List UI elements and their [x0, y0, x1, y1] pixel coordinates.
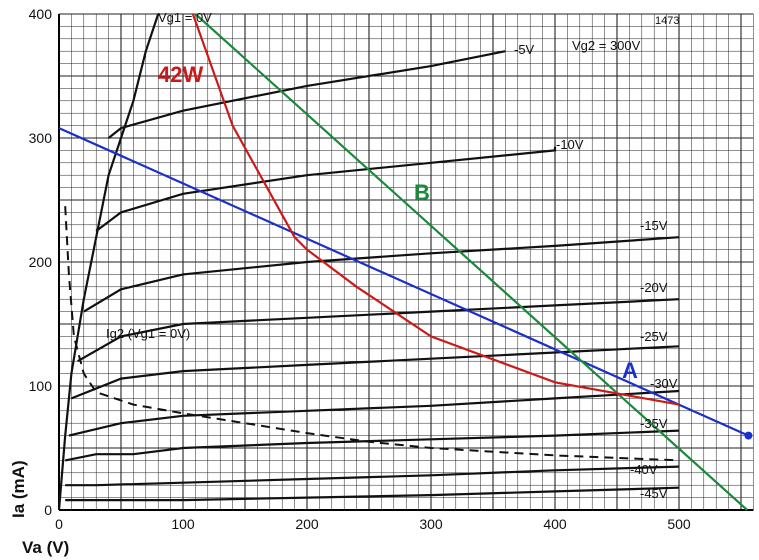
screen-current-label: Ig2 (Vg1 = 0V) [106, 326, 190, 341]
grid-curve [83, 236, 680, 313]
load-line-endpoint [744, 431, 753, 440]
x-tick-label: 100 [171, 516, 195, 532]
curve-label: -45V [640, 486, 668, 501]
load-line-b [194, 13, 748, 511]
screen-voltage-label: Vg2 = 300V [572, 38, 641, 53]
curve-label: -5V [514, 42, 535, 57]
curve-label: -25V [640, 329, 668, 344]
grid-curve [70, 345, 680, 400]
load-line-42w [191, 13, 680, 406]
y-tick-label: 0 [44, 502, 52, 518]
load-line-label: B [414, 180, 430, 205]
characteristic-curves [57, 13, 680, 511]
x-tick-label: 200 [295, 516, 319, 532]
y-tick-label: 100 [29, 378, 53, 394]
grid-curve [65, 465, 680, 487]
x-tick-label: 300 [419, 516, 443, 532]
y-axis-title: Ia (mA) [9, 460, 28, 518]
load-line-label: A [622, 358, 638, 383]
curve-label: -20V [640, 280, 668, 295]
labels: 1473 Vg2 = 300V Vg1 = 0V -5V -10V -15V -20V -25… [106, 10, 679, 501]
grid-curve [57, 13, 160, 511]
curve-label: -30V [650, 376, 678, 391]
y-tick-label: 300 [29, 130, 53, 146]
curve-label: -10V [556, 137, 584, 152]
y-tick-label: 400 [29, 6, 53, 22]
grid-curve [68, 389, 680, 437]
screen-current-curve [64, 206, 680, 462]
grid-curve [65, 486, 680, 502]
y-tick-label: 200 [29, 254, 53, 270]
grid-curve [107, 50, 506, 139]
grid [58, 13, 754, 511]
curve-label: -35V [640, 416, 668, 431]
grid-curve [95, 146, 557, 232]
x-tick-label: 0 [55, 516, 63, 532]
load-lines [58, 13, 753, 511]
reference-number: 1473 [655, 15, 679, 27]
grid-curve [64, 429, 680, 462]
load-line-label: 42W [158, 62, 203, 87]
x-tick-label: 500 [667, 516, 691, 532]
load-line-a [58, 127, 749, 437]
curve-label: -40V [630, 462, 658, 477]
axes: 0 100 200 300 400 500 0 100 200 300 400 Va (V) Ia (m… [9, 6, 754, 557]
x-tick-label: 400 [543, 516, 567, 532]
grid-curve [77, 298, 680, 363]
x-axis-title: Va (V) [22, 538, 69, 557]
curve-label: Vg1 = 0V [158, 10, 212, 25]
curve-label: -15V [640, 218, 668, 233]
